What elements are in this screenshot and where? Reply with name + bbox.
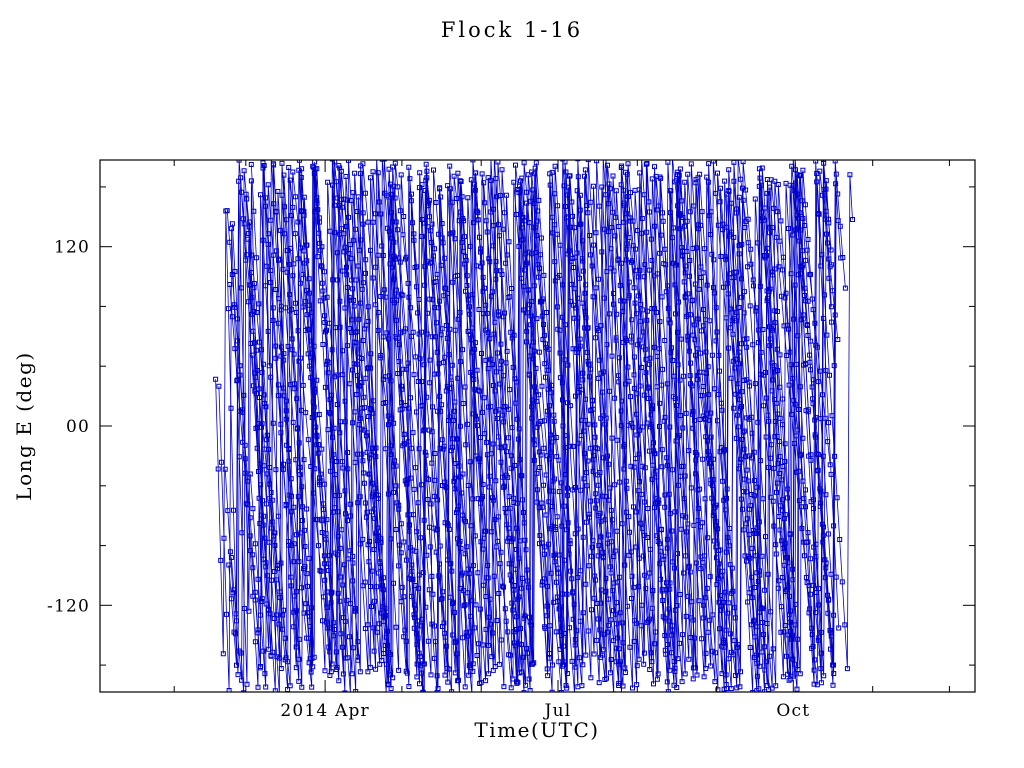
svg-text:-120: -120 [47,596,90,616]
x-axis-label: Time(UTC) [474,718,600,742]
svg-text:Oct: Oct [776,701,810,721]
chart-title: Flock 1-16 [440,18,584,42]
axes: 2014 Apr Jul Oct 120 00 -120 [47,159,976,721]
data-series [213,160,855,692]
svg-text:00: 00 [66,417,90,437]
svg-text:2014 Apr: 2014 Apr [280,701,370,721]
svg-text:Jul: Jul [543,701,572,721]
svg-text:120: 120 [54,238,90,258]
